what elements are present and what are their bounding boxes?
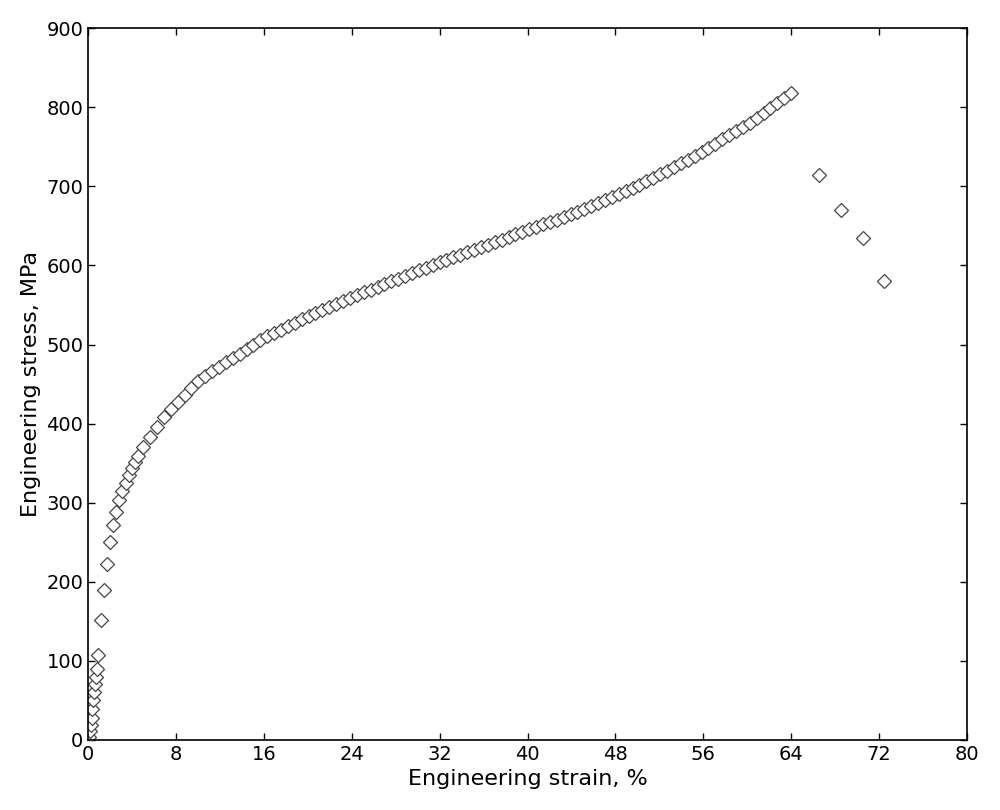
Y-axis label: Engineering stress, MPa: Engineering stress, MPa bbox=[21, 251, 41, 517]
X-axis label: Engineering strain, %: Engineering strain, % bbox=[408, 770, 647, 789]
